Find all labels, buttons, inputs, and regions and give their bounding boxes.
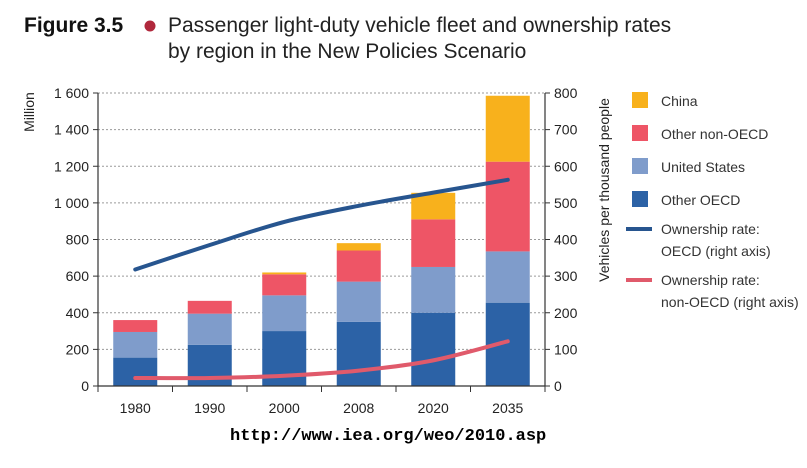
x-axis-ticks: 1980 1990 2000 2008 2020 2035 [97,386,546,416]
x-tick-label: 2035 [492,400,523,416]
left-tick-label: 200 [66,341,90,357]
left-tick-label: 400 [66,305,90,321]
bar-united-states [113,331,158,358]
line-line-non-oecd [133,339,510,381]
right-tick-label: 700 [554,122,578,138]
legend-label: United States [661,159,745,175]
legend-label: Ownership rate: [661,221,760,237]
legend-swatch-united-states [632,158,648,174]
left-axis-ticks: 0 200 400 600 800 1 000 1 200 1 400 1 600 [54,85,98,394]
bar-other-oecd [113,357,158,386]
line-line-oecd [133,177,510,272]
x-tick-label: 2020 [418,400,449,416]
right-axis-ticks: 0 100 200 300 400 500 600 700 800 [545,85,578,394]
axes [97,93,546,387]
x-tick-label: 1990 [194,400,225,416]
legend-swatch-china [632,92,648,108]
bar-other-non-oecd [411,219,456,267]
left-tick-label: 1 400 [54,122,89,138]
legend-label: Ownership rate: [661,272,760,288]
right-tick-label: 0 [554,378,562,394]
bar-other-non-oecd [485,161,530,252]
right-axis-title: Vehicles per thousand people [596,98,612,282]
legend-label: non-OECD (right axis) [661,294,799,310]
bar-china [262,272,307,275]
legend: China Other non-OECD United States Other OE… [626,92,799,310]
x-tick-label: 2008 [343,400,374,416]
bar-other-non-oecd [113,320,158,332]
bar-other-oecd [411,312,456,386]
line-series [133,177,510,381]
figure-title-line2: by region in the New Policies Scenario [168,40,526,63]
bar-united-states [262,295,307,332]
left-tick-label: 1 600 [54,85,89,101]
bar-other-non-oecd [336,250,381,282]
bar-china [485,95,530,162]
legend-swatch-other-non-oecd [632,125,648,141]
right-tick-label: 600 [554,158,578,174]
left-tick-label: 1 000 [54,195,89,211]
bar-united-states [411,266,456,313]
bar-series [113,95,530,386]
legend-label: Other OECD [661,192,740,208]
left-tick-label: 1 200 [54,158,89,174]
right-tick-label: 200 [554,305,578,321]
right-tick-label: 400 [554,232,578,248]
bar-china [336,243,381,251]
bar-china [411,192,456,220]
left-tick-label: 0 [81,378,89,394]
bar-other-oecd [336,321,381,386]
left-tick-label: 800 [66,232,90,248]
bar-other-non-oecd [262,274,307,296]
source-url: http://www.iea.org/weo/2010.asp [230,427,546,446]
figure-label: Figure 3.5 [24,14,124,37]
left-axis-title: Million [21,92,37,132]
right-tick-label: 300 [554,268,578,284]
bar-other-non-oecd [187,300,232,314]
figure-title-line1: Passenger light-duty vehicle fleet and o… [168,14,671,37]
legend-label: Other non-OECD [661,126,768,142]
bar-united-states [485,251,530,303]
legend-label: OECD (right axis) [661,243,771,259]
left-tick-label: 600 [66,268,90,284]
bar-united-states [336,281,381,322]
x-tick-label: 2000 [269,400,300,416]
right-tick-label: 800 [554,85,578,101]
bar-united-states [187,313,232,345]
legend-label: China [661,93,698,109]
legend-swatch-other-oecd [632,191,648,207]
right-tick-label: 500 [554,195,578,211]
x-tick-label: 1980 [120,400,151,416]
gridlines [98,92,545,350]
right-tick-label: 100 [554,341,578,357]
title-bullet-icon [144,20,156,32]
